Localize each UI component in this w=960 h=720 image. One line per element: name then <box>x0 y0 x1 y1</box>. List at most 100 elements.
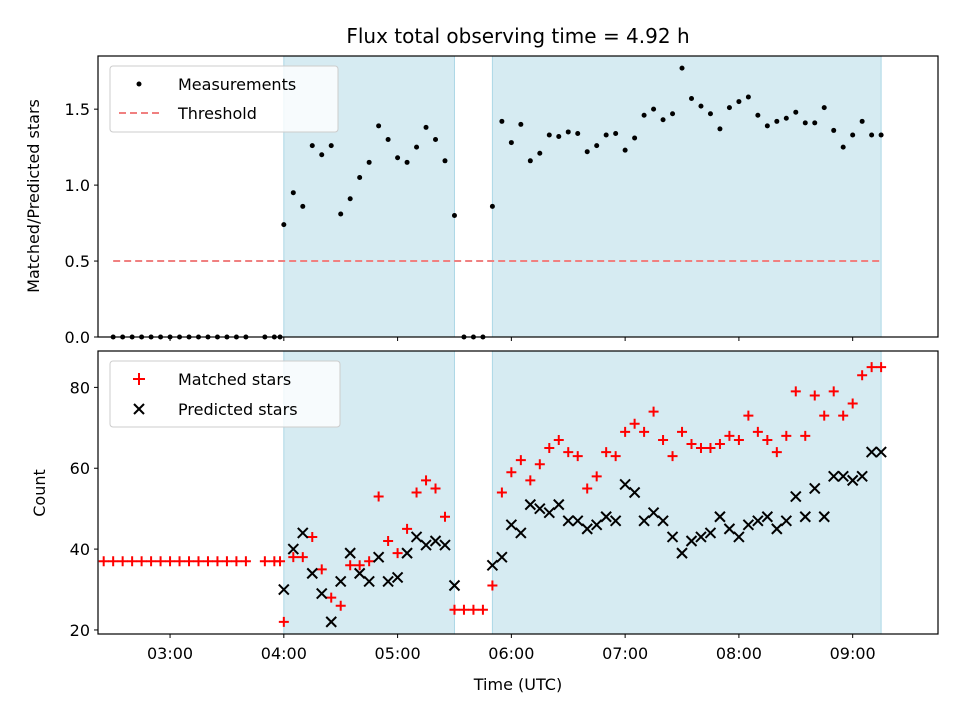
data-point <box>641 112 647 118</box>
data-point <box>876 362 887 373</box>
data-point <box>733 434 744 445</box>
legend-threshold-label: Threshold <box>177 104 257 123</box>
data-point <box>859 118 865 124</box>
data-point <box>364 556 375 567</box>
data-point <box>391 571 404 584</box>
data-point <box>840 144 846 150</box>
data-point <box>572 515 584 527</box>
data-point <box>679 65 685 71</box>
data-point <box>165 556 176 567</box>
data-point <box>287 543 300 555</box>
x-tick-label: 06:00 <box>488 644 534 663</box>
data-point <box>449 604 460 615</box>
data-point <box>828 470 840 483</box>
data-point <box>489 203 495 209</box>
shaded-interval-1 <box>492 351 882 634</box>
data-point <box>603 132 609 138</box>
data-point <box>448 579 461 592</box>
data-point <box>410 531 423 543</box>
data-point <box>366 159 372 165</box>
y-tick-label: 0.0 <box>65 328 90 347</box>
data-point <box>809 390 820 401</box>
data-point <box>499 118 505 124</box>
data-point <box>347 196 353 202</box>
data-point <box>411 487 422 498</box>
data-point <box>648 406 659 417</box>
data-point <box>278 583 290 596</box>
shaded-interval-1 <box>492 56 882 337</box>
data-point <box>651 106 657 112</box>
data-point <box>660 117 666 123</box>
data-point <box>819 410 830 421</box>
data-point <box>629 418 640 429</box>
y-tick-label: 1.5 <box>65 100 90 119</box>
legend-measurements-label: Measurements <box>178 75 296 94</box>
data-point <box>108 556 119 567</box>
data-point <box>657 515 669 527</box>
data-point <box>518 121 524 127</box>
x-tick-label: 05:00 <box>375 644 421 663</box>
data-point <box>382 575 394 588</box>
data-point <box>468 604 479 615</box>
data-point <box>534 502 546 515</box>
data-point <box>869 132 875 138</box>
data-point <box>613 130 619 136</box>
data-point <box>667 451 678 462</box>
data-point <box>306 567 318 580</box>
data-point <box>799 511 811 523</box>
data-point <box>477 604 488 615</box>
data-point <box>582 483 593 494</box>
data-point <box>705 443 716 454</box>
data-point <box>742 519 755 531</box>
bottom-axes-frame <box>97 350 939 635</box>
data-point <box>878 132 884 138</box>
data-point <box>543 507 555 519</box>
data-point <box>688 96 694 102</box>
data-point <box>506 467 517 478</box>
data-point <box>717 126 723 132</box>
data-point <box>875 446 887 458</box>
data-point <box>800 430 811 441</box>
data-point <box>344 547 356 559</box>
data-point <box>831 127 837 133</box>
data-point <box>439 539 451 551</box>
data-point <box>278 616 289 627</box>
data-point <box>508 140 514 146</box>
data-point <box>288 552 299 563</box>
legend-predicted-label: Predicted stars <box>178 400 298 419</box>
data-point <box>534 459 545 470</box>
data-point <box>433 137 439 143</box>
data-point <box>240 556 251 567</box>
data-point <box>620 426 631 437</box>
data-point <box>647 507 660 519</box>
top-panel: 0.0 0.5 1.0 1.5 Matched/Predicted stars Mea… <box>24 55 939 347</box>
data-point <box>743 410 754 421</box>
top-y-axis-label: Matched/Predicted stars <box>24 99 43 293</box>
bottom-legend-box <box>109 360 341 428</box>
data-point <box>828 386 839 397</box>
data-point <box>584 149 590 155</box>
data-point <box>752 426 763 437</box>
data-point <box>316 587 328 600</box>
data-point <box>421 475 432 486</box>
data-point <box>575 130 581 136</box>
data-point <box>698 103 704 109</box>
data-point <box>857 370 868 381</box>
data-point <box>609 515 622 527</box>
data-point <box>496 551 508 563</box>
data-point <box>677 426 688 437</box>
data-point <box>601 447 612 458</box>
data-point <box>847 398 858 409</box>
data-point <box>809 482 821 495</box>
data-point <box>383 536 394 547</box>
data-point <box>726 105 732 111</box>
data-point <box>572 451 583 462</box>
data-point <box>600 511 612 523</box>
data-point <box>537 150 543 156</box>
data-point <box>316 564 327 575</box>
data-point <box>338 211 344 217</box>
data-point <box>442 158 448 164</box>
data-point <box>736 99 742 105</box>
data-point <box>666 531 679 543</box>
data-point <box>790 386 801 397</box>
